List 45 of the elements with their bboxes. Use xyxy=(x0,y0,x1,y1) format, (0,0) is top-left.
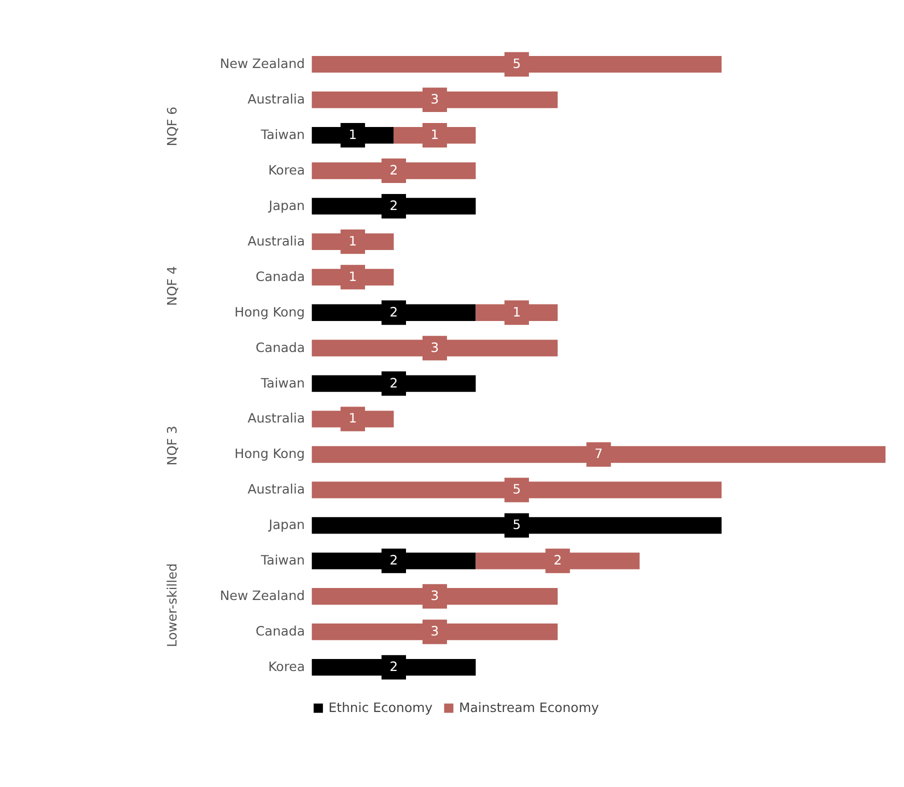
legend-label: Ethnic Economy xyxy=(328,700,433,716)
text: NQF 3 xyxy=(166,426,181,466)
data-label: 2 xyxy=(390,554,398,569)
y-tick-label: Hong Kong xyxy=(234,447,305,462)
y-tick-label: Australia xyxy=(248,92,305,108)
data-label: 1 xyxy=(512,305,521,320)
y-tick-label: Australia xyxy=(248,234,305,250)
data-label: 1 xyxy=(348,128,357,143)
y-tick-label: Hong Kong xyxy=(234,305,305,320)
text: NQF 4 xyxy=(166,266,181,306)
y-tick-label: Japan xyxy=(268,198,305,214)
y-tick-label: New Zealand xyxy=(220,57,305,72)
data-label: 1 xyxy=(348,234,357,250)
y-tick-label: Canada xyxy=(256,340,305,356)
y-tick-label: Korea xyxy=(268,660,305,676)
y-tick-label: Taiwan xyxy=(260,554,305,569)
data-label: 1 xyxy=(348,412,357,427)
data-label: 7 xyxy=(594,447,603,462)
data-label: 2 xyxy=(554,554,562,569)
data-label: 5 xyxy=(512,482,521,498)
data-label: 5 xyxy=(512,518,521,534)
y-tick-label: Canada xyxy=(256,270,305,285)
data-label: 3 xyxy=(430,340,439,356)
data-label: 3 xyxy=(430,624,439,640)
data-label: 1 xyxy=(430,128,439,143)
y-tick-label: Japan xyxy=(268,518,305,534)
y-tick-label: Australia xyxy=(248,482,305,498)
y-tick-label: Australia xyxy=(248,412,305,427)
data-label: 1 xyxy=(348,270,357,285)
data-label: 5 xyxy=(512,57,521,72)
text: Lower-skilled xyxy=(166,563,181,648)
data-label: 2 xyxy=(390,163,398,178)
text: NQF 6 xyxy=(166,106,181,146)
y-tick-label: Taiwan xyxy=(260,376,305,392)
y-tick-label: Taiwan xyxy=(260,128,305,143)
legend-label: Mainstream Economy xyxy=(458,700,600,716)
data-label: 2 xyxy=(390,305,398,320)
y-tick-label: New Zealand xyxy=(220,589,305,604)
data-label: 2 xyxy=(390,660,398,676)
data-label: 2 xyxy=(390,198,398,214)
data-label: 3 xyxy=(430,589,439,604)
data-label: 3 xyxy=(430,92,439,108)
y-tick-label: Korea xyxy=(268,163,305,178)
data-label: 2 xyxy=(390,376,398,392)
y-tick-label: Canada xyxy=(256,624,305,640)
